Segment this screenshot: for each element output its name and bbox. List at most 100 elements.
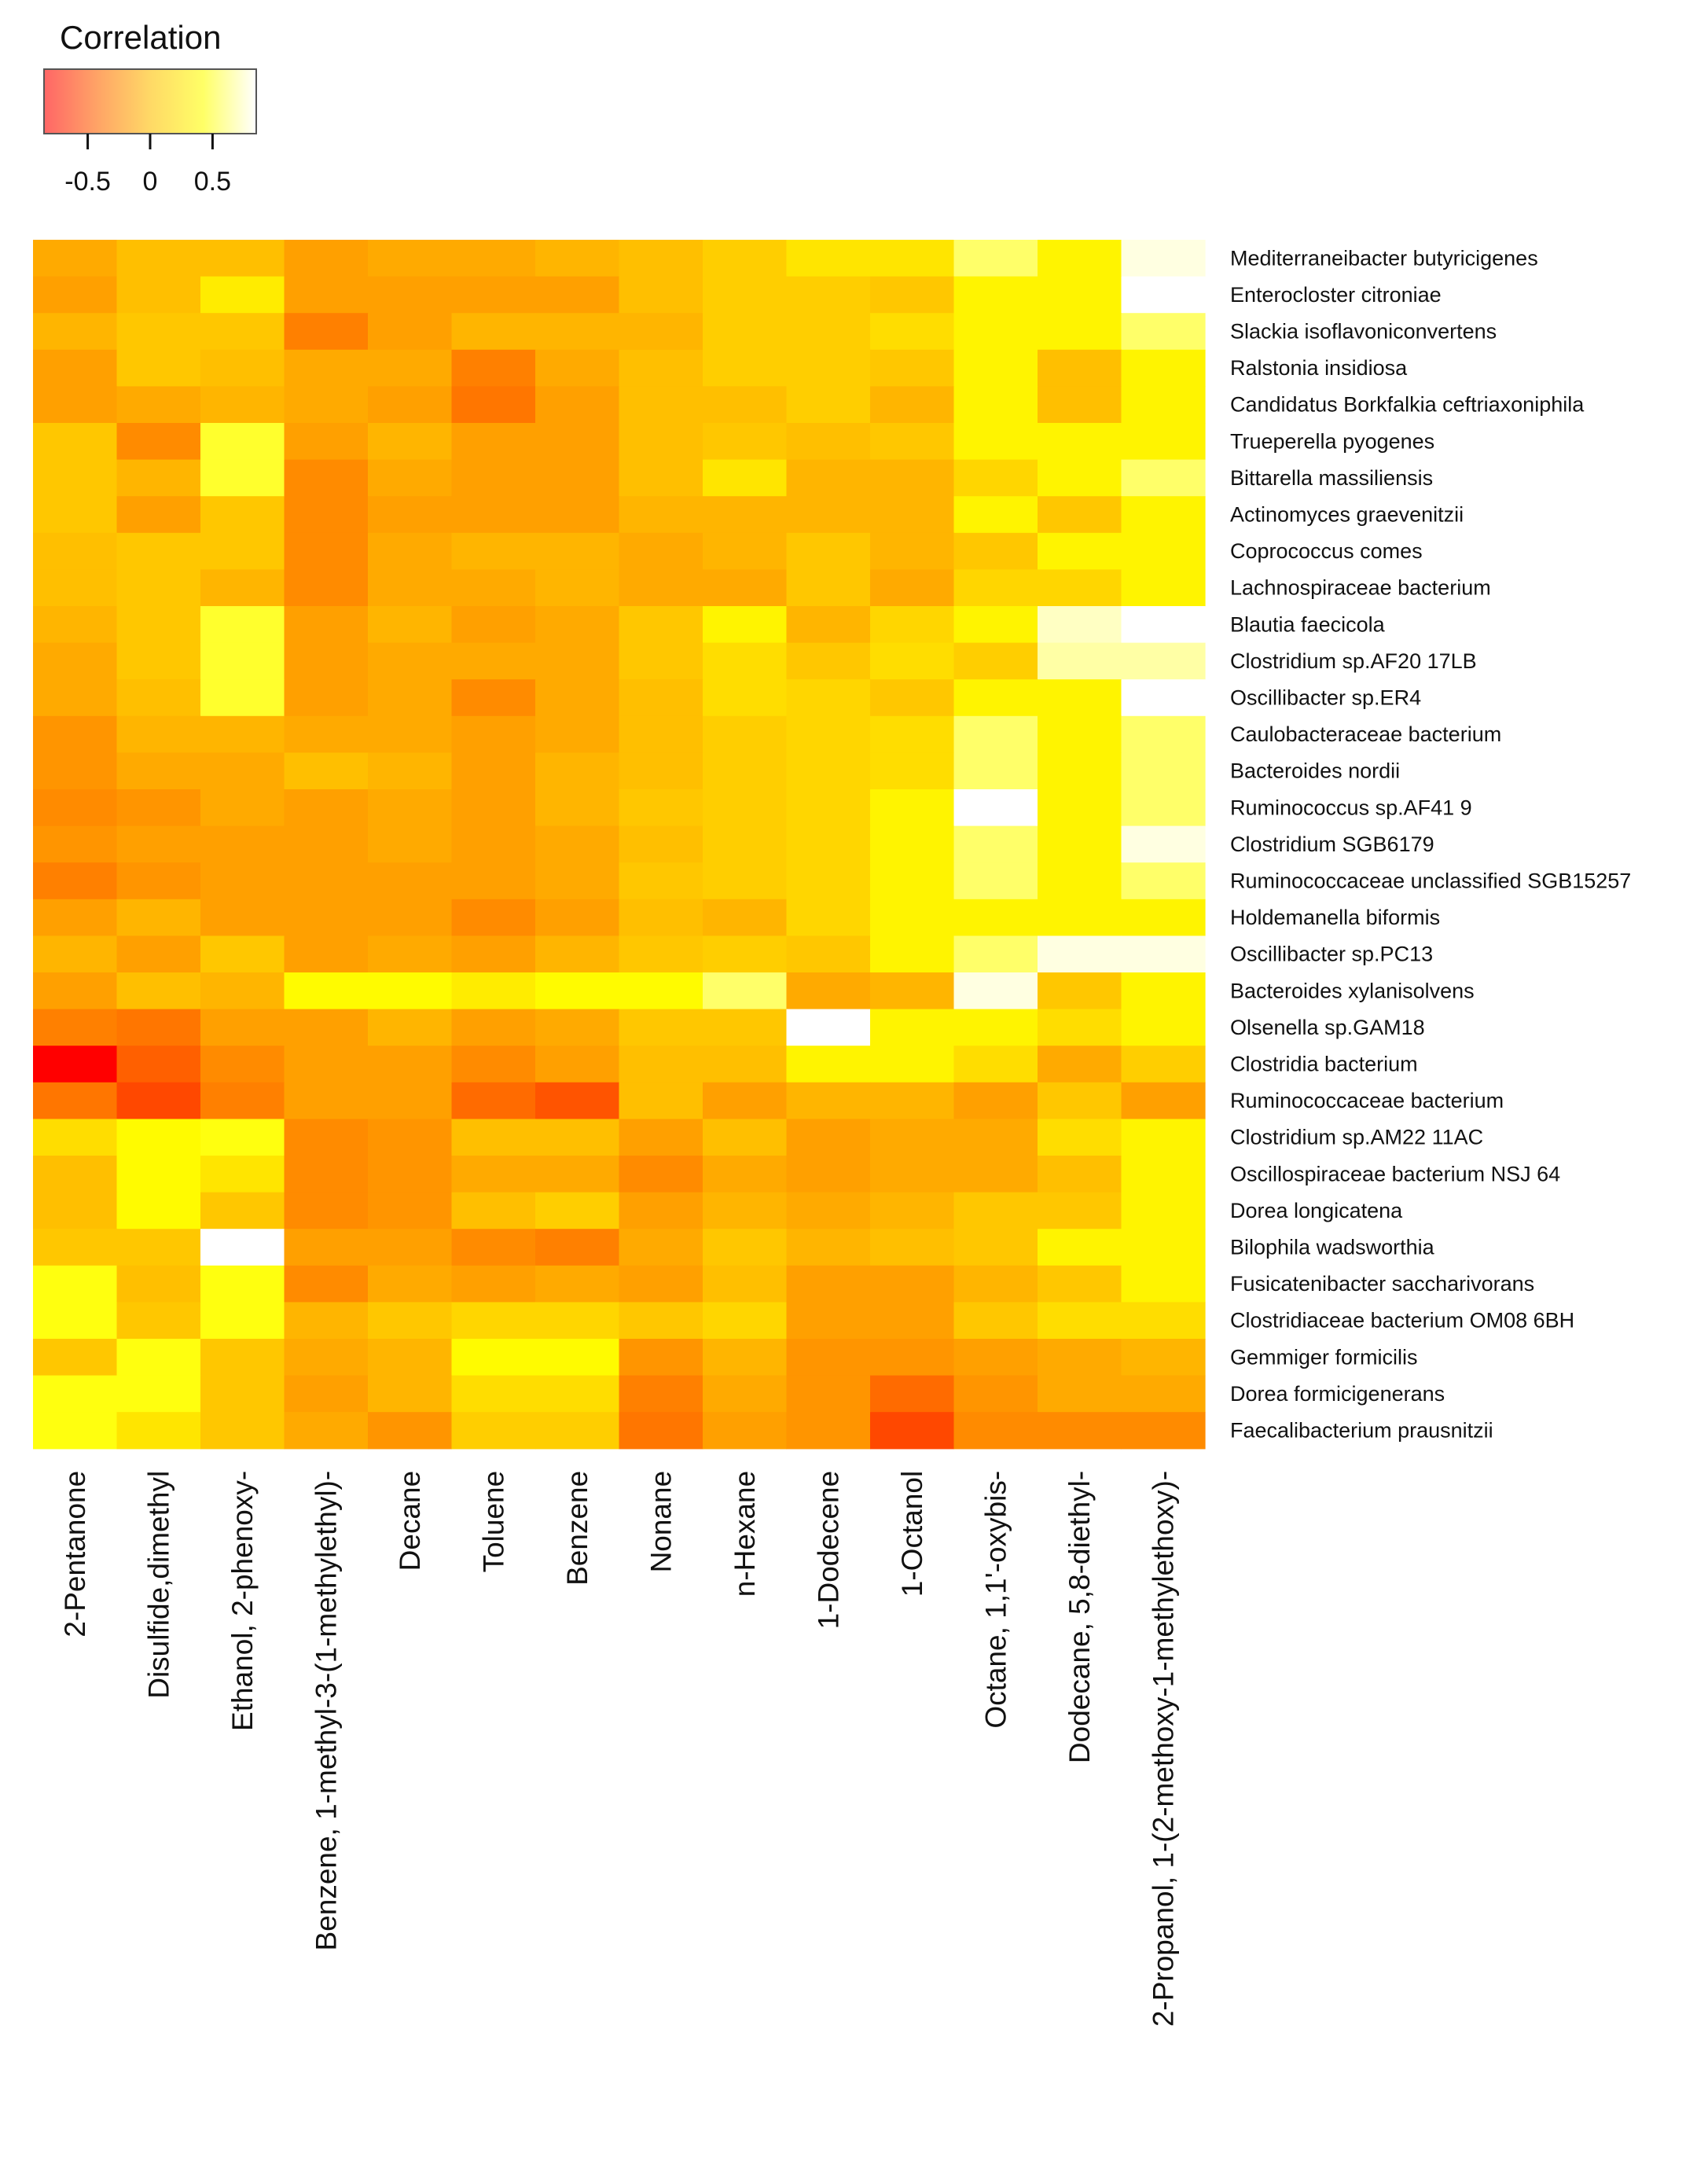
heatmap-cell <box>116 276 201 314</box>
heatmap-cell <box>953 240 1038 278</box>
heatmap-cell <box>451 679 536 717</box>
heatmap-cell <box>1038 459 1122 497</box>
heatmap-cell <box>619 1192 703 1230</box>
heatmap-cell <box>953 1119 1038 1156</box>
heatmap-cell <box>368 496 453 534</box>
heatmap-cell <box>703 935 788 973</box>
heatmap-cell <box>535 1046 620 1083</box>
heatmap-cell <box>200 715 285 753</box>
heatmap-cell <box>116 313 201 351</box>
heatmap-cell <box>1121 459 1206 497</box>
heatmap-cell <box>33 935 118 973</box>
heatmap-cell <box>535 1229 620 1266</box>
column-label: Dodecane, 5,8-diethyl- <box>1063 1471 1096 1763</box>
heatmap-cell <box>116 935 201 973</box>
heatmap-cell <box>870 1339 955 1377</box>
heatmap-cell <box>786 1265 871 1303</box>
heatmap-cell <box>284 752 369 790</box>
heatmap-cell <box>1121 862 1206 900</box>
heatmap-cell <box>953 715 1038 753</box>
heatmap-cell <box>535 1302 620 1340</box>
heatmap-cell <box>870 825 955 863</box>
heatmap-cell <box>870 569 955 607</box>
heatmap-cell <box>619 1265 703 1303</box>
heatmap-cell <box>1038 789 1122 827</box>
heatmap-cell <box>368 386 453 424</box>
column-label: Toluene <box>478 1471 510 1573</box>
heatmap-cell <box>953 1412 1038 1450</box>
heatmap-cell <box>619 1412 703 1450</box>
heatmap-cell <box>703 789 788 827</box>
heatmap-cell <box>1121 1229 1206 1266</box>
heatmap-cell <box>535 1412 620 1450</box>
heatmap-cell <box>619 423 703 461</box>
heatmap-cell <box>116 532 201 570</box>
heatmap-cell <box>619 715 703 753</box>
heatmap-cell <box>200 240 285 278</box>
heatmap-cell <box>284 862 369 900</box>
heatmap-cell <box>703 459 788 497</box>
heatmap-cell <box>786 1192 871 1230</box>
heatmap-cell <box>451 569 536 607</box>
heatmap-cell <box>953 1229 1038 1266</box>
heatmap-cell <box>1038 1009 1122 1046</box>
heatmap-cell <box>786 276 871 314</box>
heatmap-cell <box>1121 313 1206 351</box>
heatmap-cell <box>116 1229 201 1266</box>
heatmap-cell <box>535 349 620 387</box>
heatmap-cell <box>368 1265 453 1303</box>
heatmap-cell <box>284 313 369 351</box>
heatmap-cell <box>786 1302 871 1340</box>
heatmap-cell <box>451 532 536 570</box>
heatmap-cell <box>1038 606 1122 644</box>
heatmap-cell <box>870 1192 955 1230</box>
heatmap-cell <box>200 496 285 534</box>
heatmap-cell <box>703 862 788 900</box>
heatmap-cell <box>619 862 703 900</box>
heatmap-cell <box>451 1339 536 1377</box>
heatmap-cell <box>953 276 1038 314</box>
row-label: Trueperella pyogenes <box>1230 429 1434 453</box>
heatmap-cell <box>1121 935 1206 973</box>
heatmap-cell <box>703 642 788 680</box>
heatmap-cell <box>1121 1375 1206 1413</box>
heatmap-cell <box>786 1082 871 1119</box>
heatmap-cell <box>200 935 285 973</box>
legend-colorbar <box>43 68 257 134</box>
heatmap-cell <box>619 789 703 827</box>
heatmap-cell <box>1038 679 1122 717</box>
heatmap-cell <box>703 715 788 753</box>
heatmap-cell <box>870 862 955 900</box>
heatmap-cell <box>284 1229 369 1266</box>
heatmap-cell <box>451 1229 536 1266</box>
heatmap-cell <box>1038 276 1122 314</box>
heatmap-cell <box>200 1119 285 1156</box>
heatmap-cell <box>1121 569 1206 607</box>
heatmap-cell <box>284 1119 369 1156</box>
heatmap-cell <box>619 1339 703 1377</box>
heatmap-cell <box>786 423 871 461</box>
heatmap-cell <box>116 459 201 497</box>
heatmap-cell <box>368 276 453 314</box>
heatmap-cell <box>33 1265 118 1303</box>
heatmap-cell <box>451 1119 536 1156</box>
row-label: Fusicatenibacter saccharivorans <box>1230 1272 1534 1296</box>
heatmap-cell <box>368 715 453 753</box>
heatmap-cell <box>953 1082 1038 1119</box>
heatmap-cell <box>703 240 788 278</box>
heatmap-cell <box>703 825 788 863</box>
heatmap-cell <box>1121 276 1206 314</box>
heatmap-cell <box>200 862 285 900</box>
heatmap-cell <box>1121 899 1206 936</box>
heatmap-cell <box>703 1339 788 1377</box>
heatmap-cell <box>953 1375 1038 1413</box>
heatmap-cell <box>33 313 118 351</box>
heatmap-cell <box>200 1046 285 1083</box>
heatmap-cell <box>535 1156 620 1193</box>
heatmap-cell <box>619 1009 703 1046</box>
heatmap-cell <box>703 276 788 314</box>
heatmap-cell <box>116 1192 201 1230</box>
heatmap-cell <box>870 972 955 1010</box>
heatmap-cell <box>451 606 536 644</box>
heatmap-cell <box>870 423 955 461</box>
